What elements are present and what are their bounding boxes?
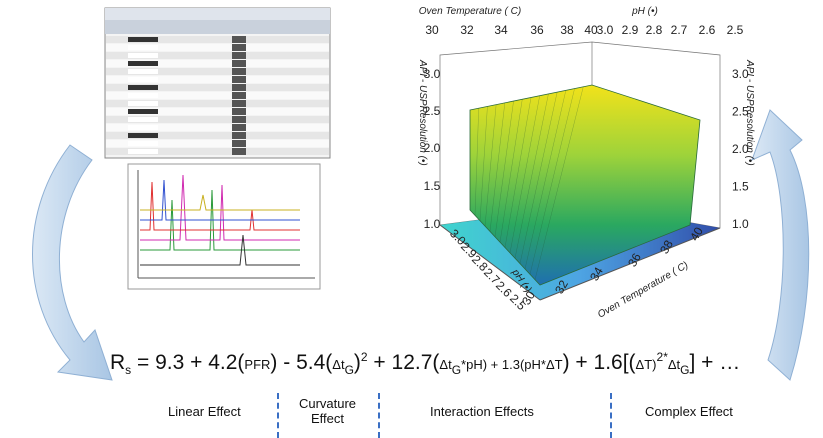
tick-label: 32 (460, 23, 474, 37)
sheet-cell (232, 44, 246, 51)
tick-label: 38 (560, 23, 574, 37)
sheet-cell (128, 53, 158, 58)
eq-part: ) - 5.4( (270, 351, 332, 374)
eq-part: 2* (657, 350, 668, 364)
eq-part: pH*ΔT (524, 357, 562, 372)
sheet-cell (128, 85, 158, 90)
eq-part: G (680, 363, 689, 377)
eq-part: Δt (668, 357, 680, 372)
sheet-cell (232, 124, 246, 131)
chromatogram-thumbnail (128, 164, 320, 289)
sheet-cell (232, 92, 246, 99)
effect-label: Interaction Effects (430, 404, 534, 419)
sheet-cell (232, 148, 246, 155)
surface-plot: Oven Temperature ( C) pH (•) API - USPRe… (417, 6, 755, 321)
tick-label: 3.0 (597, 23, 614, 37)
eq-part: *pH) + 1.3( (461, 357, 524, 372)
sheet-cell (232, 108, 246, 115)
cycle-arrow-right (752, 110, 809, 380)
eq-part: + 12.7( (368, 351, 440, 374)
sheet-cell (128, 149, 158, 154)
tick-label: 3.0 (732, 67, 749, 81)
tick-label: 1.0 (732, 217, 749, 231)
tick-label: 2.0 (732, 142, 749, 156)
eq-part: R (110, 351, 125, 374)
cycle-arrow-left (33, 145, 113, 380)
eq-part: ] + … (690, 351, 741, 374)
tick-label: 3.0 (424, 67, 441, 81)
sheet-cell (232, 132, 246, 139)
sheet-cell (128, 93, 158, 98)
sheet-cell (232, 52, 246, 59)
tick-label: 34 (494, 23, 508, 37)
equation: Rs = 9.3 + 4.2(PFR) - 5.4(ΔtG)2 + 12.7(Δ… (110, 350, 740, 377)
eq-part: = 9.3 + 4.2( (131, 351, 244, 374)
sheet-cell (128, 37, 158, 42)
separator (277, 393, 279, 438)
top-temp-title: Oven Temperature ( C) (419, 6, 521, 17)
sheet-cell (128, 109, 158, 114)
sheet-cell (232, 116, 246, 123)
sheet-cell (128, 133, 158, 138)
tick-label: 2.5 (424, 104, 441, 118)
eq-part: Δt (332, 357, 344, 372)
spreadsheet-thumbnail (105, 8, 330, 158)
sheet-cell (232, 140, 246, 147)
tick-label: 2.9 (622, 23, 639, 37)
sheet-cell (232, 68, 246, 75)
effect-label: Linear Effect (168, 404, 241, 419)
separator (610, 393, 612, 438)
eq-part: ) (354, 351, 361, 374)
separator (378, 393, 380, 438)
top-ph-title: pH (•) (631, 6, 658, 17)
sheet-cell (128, 69, 158, 74)
eq-part: G (452, 363, 461, 377)
sheet-cell (232, 100, 246, 107)
sheet-cell (232, 84, 246, 91)
sheet-cell (128, 141, 158, 146)
sheet-cell (128, 45, 158, 50)
tick-label: 1.5 (424, 179, 441, 193)
effect-label: Complex Effect (645, 404, 733, 419)
tick-label: 36 (530, 23, 544, 37)
page: {"surface_plot": { "top_temp_title": "Ov… (0, 0, 823, 438)
tick-label: 30 (425, 23, 439, 37)
eq-part: ΔT) (636, 357, 657, 372)
sheet-cell (128, 125, 158, 130)
sheet-cell (128, 61, 158, 66)
tick-label: 2.8 (646, 23, 663, 37)
sheet-cell (128, 77, 158, 82)
effect-label: Curvature Effect (285, 396, 370, 426)
sheet-cell (128, 101, 158, 106)
eq-part: Δt (439, 357, 451, 372)
tick-label: 1.5 (732, 180, 749, 194)
tick-label: 2.5 (727, 23, 744, 37)
eq-part: PFR (244, 357, 270, 372)
eq-part: 2 (361, 350, 368, 364)
sheet-cell (232, 36, 246, 43)
sheet-cell (128, 117, 158, 122)
tick-label: 2.5 (732, 105, 749, 119)
sheet-cell (232, 76, 246, 83)
tick-label: 2.0 (424, 141, 441, 155)
eq-part: ) + 1.6[( (563, 351, 636, 374)
eq-part: G (345, 363, 354, 377)
tick-label: 2.7 (671, 23, 688, 37)
tick-label: 2.6 (699, 23, 716, 37)
tick-label: 1.0 (424, 217, 441, 231)
sheet-cell (232, 60, 246, 67)
